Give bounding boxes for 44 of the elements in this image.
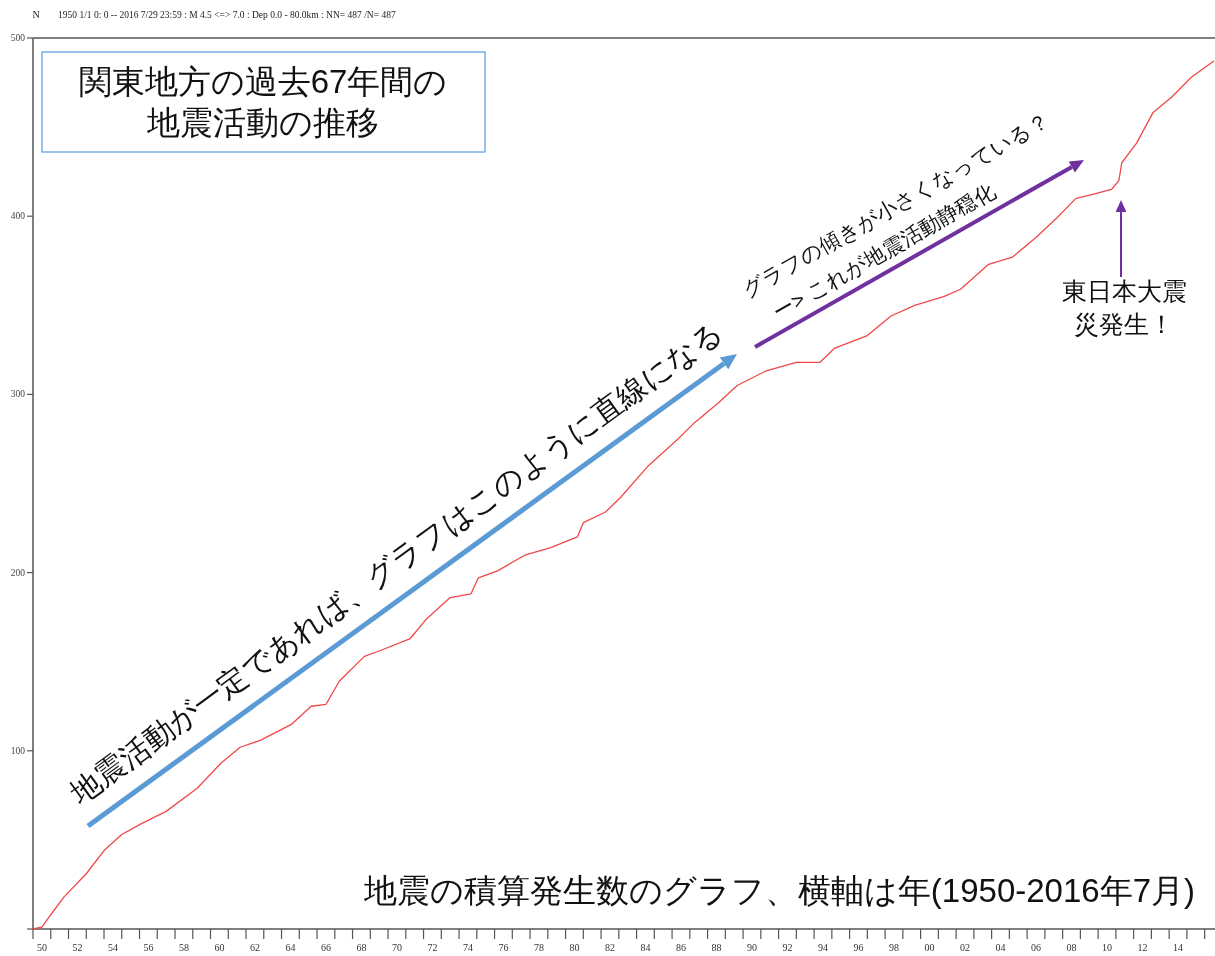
- x-tick-label: 76: [498, 942, 509, 953]
- x-tick-label: 66: [320, 942, 331, 953]
- x-tick-label: 78: [533, 942, 544, 953]
- x-tick-label: 56: [143, 942, 154, 953]
- x-tick-label: 00: [924, 942, 935, 953]
- x-tick-label: 80: [569, 942, 580, 953]
- y-tick-label: 200: [10, 567, 26, 578]
- x-tick-label: 12: [1137, 942, 1148, 953]
- y-tick-label: 400: [10, 211, 26, 222]
- y-tick-label: 100: [10, 745, 26, 756]
- x-tick-label: 08: [1066, 942, 1077, 953]
- x-tick-label: 88: [711, 942, 722, 953]
- text: 関東地方の過去67年間の地震活動の推移: [78, 63, 448, 141]
- x-tick-label: 68: [356, 942, 367, 953]
- x-tick-label: 52: [72, 942, 83, 953]
- x-tick-label: 62: [249, 942, 260, 953]
- x-tick-label: 60: [214, 942, 225, 953]
- x-tick-label: 14: [1173, 942, 1184, 953]
- x-tick-label: 54: [107, 942, 118, 953]
- x-tick-label: 92: [782, 942, 793, 953]
- x-tick-label: 86: [675, 942, 686, 953]
- x-tick-label: 84: [640, 942, 651, 953]
- x-tick-label: 50: [36, 942, 47, 953]
- x-tick-label: 04: [995, 942, 1006, 953]
- chart-subtitle: 1950 1/1 0: 0 -- 2016 7/29 23:59 : M 4.5 <=> 7.0 : Dep 0.0 - 80.0km : NN= 487 /N= 487: [58, 10, 396, 20]
- x-tick-label: 64: [285, 942, 296, 953]
- x-tick-label: 90: [746, 942, 757, 953]
- x-tick-label: 70: [391, 942, 402, 953]
- x-tick-label: 98: [888, 942, 899, 953]
- x-tick-label: 94: [817, 942, 828, 953]
- annotation: 東日本大震災発生！: [1061, 277, 1187, 338]
- y-tick-label: 500: [10, 33, 26, 43]
- x-tick-label: 96: [853, 942, 864, 953]
- x-tick-label: 06: [1031, 942, 1041, 953]
- x-tick-label: 72: [427, 942, 438, 953]
- annotation: 地震活動が一定であれば、グラフはこのように直線になる: [63, 314, 729, 811]
- annotation: 地震の積算発生数のグラフ、横軸は年(1950-2016年7月): [362, 872, 1195, 909]
- x-tick-label: 58: [178, 942, 189, 953]
- x-tick-label: 74: [462, 942, 473, 953]
- y-tick-label: 300: [10, 389, 26, 400]
- x-tick-label: 82: [604, 942, 615, 953]
- y-axis-title: N: [32, 9, 40, 20]
- x-tick-label: 02: [959, 942, 970, 953]
- x-tick-label: 10: [1102, 942, 1113, 953]
